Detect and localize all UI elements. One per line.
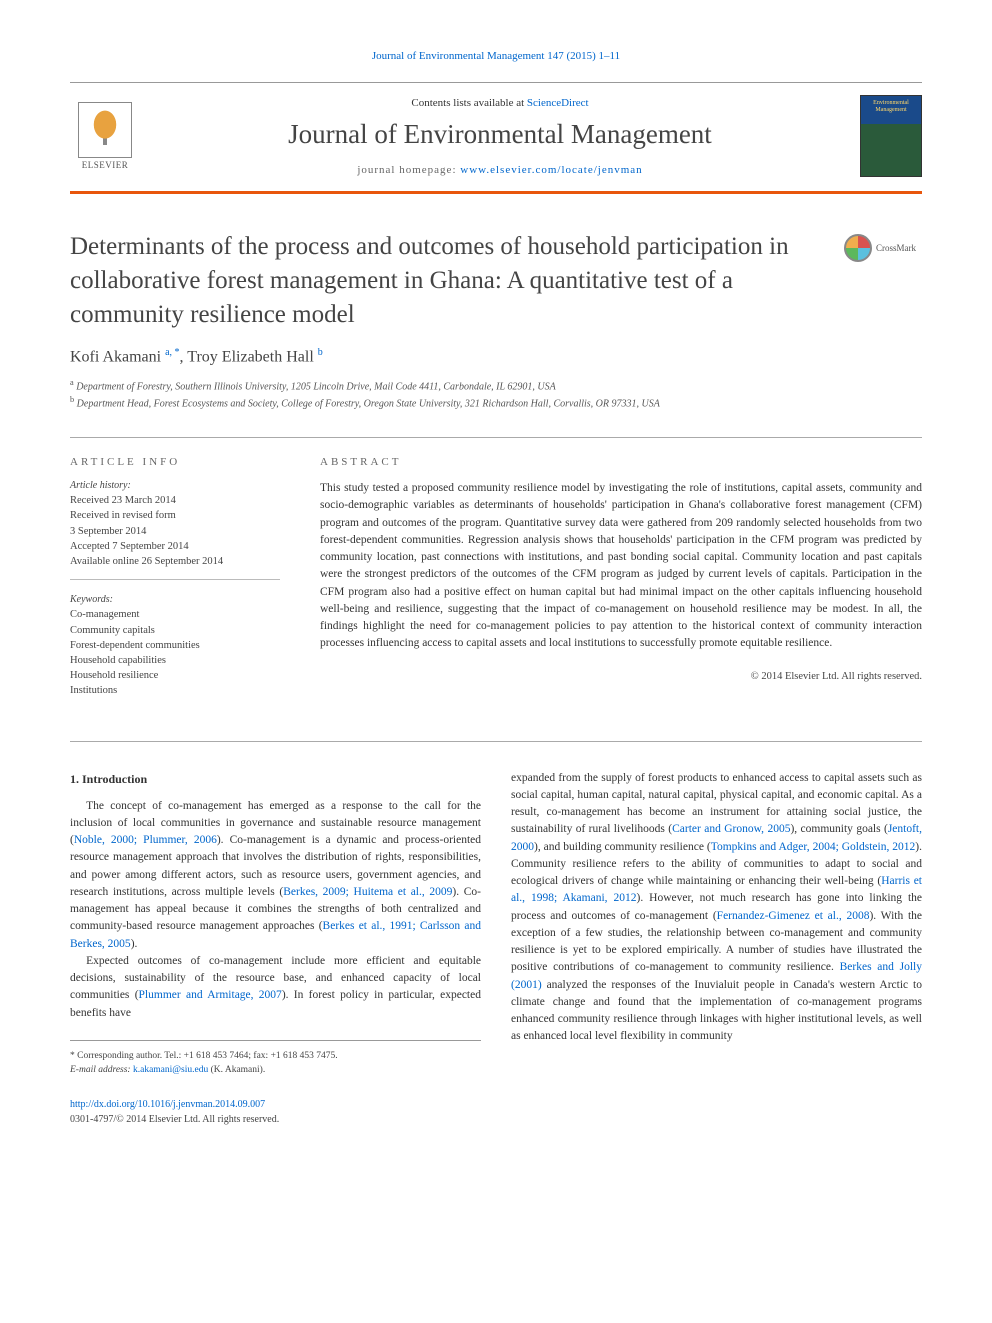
info-abstract-row: ARTICLE INFO Article history: Received 2… bbox=[70, 437, 922, 741]
contents-prefix: Contents lists available at bbox=[411, 97, 526, 109]
email-label: E-mail address: bbox=[70, 1065, 133, 1075]
corresponding-line: * Corresponding author. Tel.: +1 618 453… bbox=[70, 1049, 481, 1063]
crossmark-icon bbox=[844, 234, 872, 262]
p1-d: ). bbox=[131, 938, 138, 950]
homepage-line: journal homepage: www.elsevier.com/locat… bbox=[160, 164, 840, 176]
crossmark-label: CrossMark bbox=[876, 243, 916, 253]
header-citation: Journal of Environmental Management 147 … bbox=[70, 50, 922, 62]
abstract: ABSTRACT This study tested a proposed co… bbox=[320, 456, 922, 722]
author-list: Kofi Akamani a, *, Troy Elizabeth Hall b bbox=[70, 347, 922, 366]
elsevier-logo[interactable]: ELSEVIER bbox=[70, 97, 140, 175]
contents-line: Contents lists available at ScienceDirec… bbox=[160, 97, 840, 109]
email-suffix: (K. Akamani). bbox=[208, 1065, 265, 1075]
abstract-text: This study tested a proposed community r… bbox=[320, 480, 922, 653]
homepage-prefix: journal homepage: bbox=[357, 164, 460, 176]
intro-para-1: The concept of co-management has emerged… bbox=[70, 798, 481, 953]
intro-para-3: expanded from the supply of forest produ… bbox=[511, 770, 922, 1046]
journal-title: Journal of Environmental Management bbox=[160, 119, 840, 150]
abstract-copyright: © 2014 Elsevier Ltd. All rights reserved… bbox=[320, 671, 922, 682]
intro-para-2: Expected outcomes of co-management inclu… bbox=[70, 953, 481, 1022]
history-text: Received 23 March 2014Received in revise… bbox=[70, 493, 280, 569]
citation-link[interactable]: Journal of Environmental Management 147 … bbox=[372, 50, 620, 62]
article-header: CrossMark Determinants of the process an… bbox=[70, 230, 922, 411]
section-1-heading: 1. Introduction bbox=[70, 770, 481, 788]
p3-b: ), community goals ( bbox=[790, 823, 887, 835]
sciencedirect-link[interactable]: ScienceDirect bbox=[527, 97, 589, 109]
affiliation-b-text: Department Head, Forest Ecosystems and S… bbox=[77, 398, 660, 409]
cite-berkes-huitema[interactable]: Berkes, 2009; Huitema et al., 2009 bbox=[283, 886, 452, 898]
article-history-block: Article history: Received 23 March 2014R… bbox=[70, 480, 280, 580]
affiliation-b: b Department Head, Forest Ecosystems and… bbox=[70, 394, 922, 411]
corresponding-email-link[interactable]: k.akamani@siu.edu bbox=[133, 1065, 208, 1075]
cite-carter-gronow[interactable]: Carter and Gronow, 2005 bbox=[672, 823, 790, 835]
keywords-label: Keywords: bbox=[70, 594, 280, 605]
banner-center: Contents lists available at ScienceDirec… bbox=[160, 97, 840, 176]
cover-thumb-text: Environmental Management bbox=[865, 100, 917, 113]
body-columns: 1. Introduction The concept of co-manage… bbox=[70, 770, 922, 1078]
article-info-heading: ARTICLE INFO bbox=[70, 456, 280, 468]
article-title: Determinants of the process and outcomes… bbox=[70, 230, 922, 331]
keywords-block: Keywords: Co-managementCommunity capital… bbox=[70, 594, 280, 708]
elsevier-label: ELSEVIER bbox=[82, 160, 129, 170]
corresponding-author-note: * Corresponding author. Tel.: +1 618 453… bbox=[70, 1040, 481, 1078]
doi-link[interactable]: http://dx.doi.org/10.1016/j.jenvman.2014… bbox=[70, 1099, 265, 1110]
page-footer: http://dx.doi.org/10.1016/j.jenvman.2014… bbox=[70, 1097, 922, 1127]
issn-line: 0301-4797/© 2014 Elsevier Ltd. All right… bbox=[70, 1114, 279, 1125]
cite-plummer-armitage[interactable]: Plummer and Armitage, 2007 bbox=[139, 989, 282, 1001]
affiliation-a: a Department of Forestry, Southern Illin… bbox=[70, 377, 922, 394]
journal-cover-thumb[interactable]: Environmental Management bbox=[860, 95, 922, 177]
p3-g: analyzed the responses of the Inuvialuit… bbox=[511, 979, 922, 1043]
affiliations: a Department of Forestry, Southern Illin… bbox=[70, 377, 922, 412]
history-label: Article history: bbox=[70, 480, 280, 491]
crossmark-badge[interactable]: CrossMark bbox=[844, 234, 922, 262]
cite-tompkins-goldstein[interactable]: Tompkins and Adger, 2004; Goldstein, 201… bbox=[711, 841, 916, 853]
journal-banner: ELSEVIER Contents lists available at Sci… bbox=[70, 82, 922, 194]
cite-noble-plummer[interactable]: Noble, 2000; Plummer, 2006 bbox=[74, 834, 217, 846]
keywords-text: Co-managementCommunity capitalsForest-de… bbox=[70, 607, 280, 698]
abstract-heading: ABSTRACT bbox=[320, 456, 922, 468]
corresponding-email-line: E-mail address: k.akamani@siu.edu (K. Ak… bbox=[70, 1063, 481, 1077]
elsevier-tree-icon bbox=[78, 102, 132, 158]
homepage-link[interactable]: www.elsevier.com/locate/jenvman bbox=[460, 164, 642, 176]
article-info: ARTICLE INFO Article history: Received 2… bbox=[70, 456, 280, 722]
p3-c: ), and building community resilience ( bbox=[534, 841, 711, 853]
cite-fernandez[interactable]: Fernandez-Gimenez et al., 2008 bbox=[717, 910, 870, 922]
affiliation-a-text: Department of Forestry, Southern Illinoi… bbox=[76, 381, 556, 392]
